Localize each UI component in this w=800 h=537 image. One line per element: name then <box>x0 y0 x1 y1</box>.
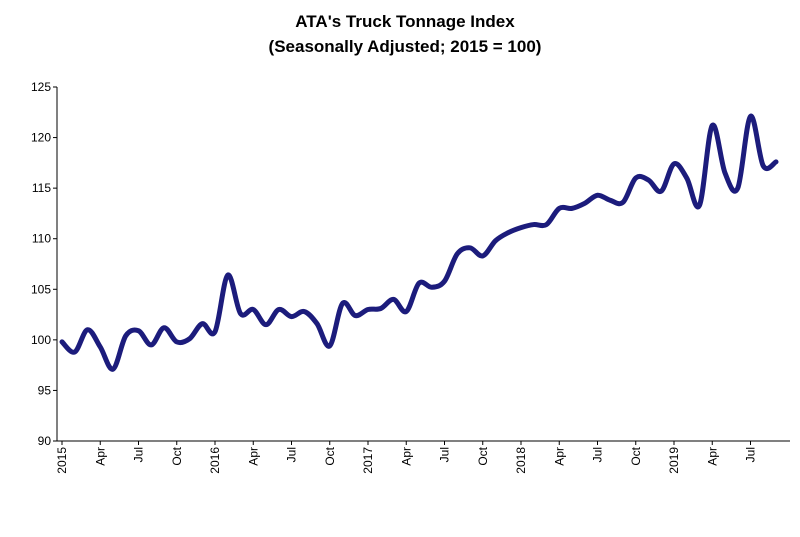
x-tick-label: 2015 <box>55 447 69 474</box>
x-tick-label: Jul <box>591 447 605 462</box>
x-tick-label: 2018 <box>514 447 528 474</box>
x-tick-label: Oct <box>170 446 184 465</box>
x-tick-label: 2019 <box>667 447 681 474</box>
x-tick-label: Apr <box>705 447 719 466</box>
x-tick-label: Jul <box>285 447 299 462</box>
chart-title: ATA's Truck Tonnage Index <box>295 12 515 31</box>
y-tick-label: 115 <box>32 181 51 195</box>
y-tick-label: 120 <box>31 131 51 145</box>
y-tick-label: 90 <box>38 434 52 448</box>
y-tick-label: 100 <box>31 333 51 347</box>
y-tick-label: 125 <box>31 80 51 94</box>
x-tick-label: Oct <box>629 446 643 465</box>
x-tick-label: Jul <box>744 447 758 462</box>
x-tick-label: 2016 <box>208 447 222 474</box>
y-tick-label: 105 <box>31 282 51 296</box>
x-tick-label: Apr <box>552 447 566 466</box>
chart-subtitle: (Seasonally Adjusted; 2015 = 100) <box>269 37 542 56</box>
x-tick-label: Apr <box>246 447 260 466</box>
x-tick-label: Apr <box>93 447 107 466</box>
y-tick-label: 110 <box>32 232 51 246</box>
x-tick-label: Oct <box>476 446 490 465</box>
x-tick-label: Oct <box>323 446 337 465</box>
x-tick-label: Jul <box>132 447 146 462</box>
series-line <box>59 113 779 372</box>
x-tick-label: 2017 <box>361 447 375 474</box>
y-tick-label: 95 <box>38 383 52 397</box>
x-tick-label: Jul <box>438 447 452 462</box>
x-tick-label: Apr <box>399 447 413 466</box>
